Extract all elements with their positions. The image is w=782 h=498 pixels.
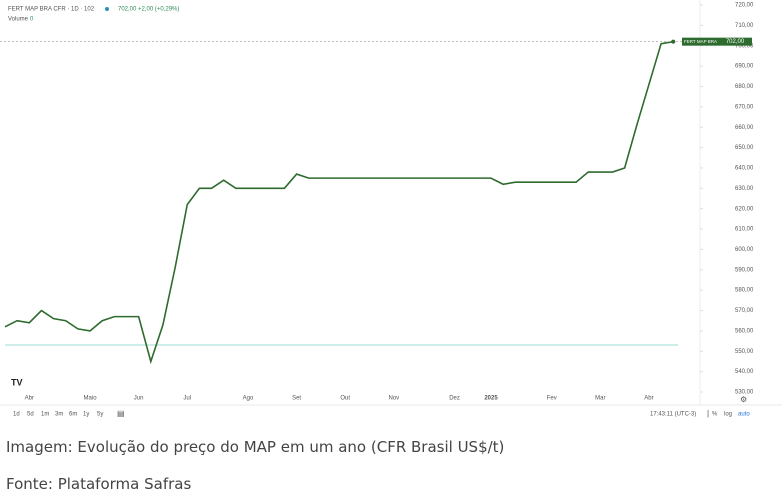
toolbar-log[interactable]: log xyxy=(724,412,732,418)
range-button[interactable]: 3m xyxy=(55,412,63,418)
toolbar-time: 17:43:11 (UTC-3) xyxy=(650,412,696,418)
range-button[interactable]: 5y xyxy=(97,412,103,418)
x-tick-label: Fev xyxy=(547,396,557,402)
x-tick-label: Abr xyxy=(25,396,34,402)
x-tick-label: Out xyxy=(340,396,350,402)
price-tag-name: FERT MAP BRA CFR xyxy=(684,39,728,44)
x-tick-label: Abr xyxy=(644,396,653,402)
x-tick-label: Nov xyxy=(388,396,399,402)
caption-source: Fonte: Plataforma Safras xyxy=(6,475,192,493)
range-button[interactable]: 1d xyxy=(13,412,20,418)
legend-dot xyxy=(105,7,109,11)
x-tick-label: Jun xyxy=(134,396,144,402)
range-button[interactable]: 1y xyxy=(83,412,89,418)
y-tick-label: 640,00 xyxy=(735,166,754,172)
legend-symbol: FERT MAP BRA CFR · 1D · 102 xyxy=(8,7,95,13)
legend-volume-value: 0 xyxy=(30,17,34,23)
y-tick-label: 650,00 xyxy=(735,145,754,151)
x-tick-label: Ago xyxy=(243,396,254,402)
y-tick-label: 590,00 xyxy=(735,267,754,273)
y-tick-label: 620,00 xyxy=(735,206,754,212)
toolbar-auto[interactable]: auto xyxy=(738,412,750,418)
settings-separator: | xyxy=(707,409,709,418)
y-tick-label: 630,00 xyxy=(735,186,754,192)
x-tick-label: Maio xyxy=(84,396,98,402)
y-tick-label: 530,00 xyxy=(735,390,754,396)
y-tick-label: 710,00 xyxy=(735,23,754,29)
x-tick-label: Set xyxy=(292,396,301,402)
legend-volume: Volume xyxy=(8,17,29,23)
x-tick-label: Jul xyxy=(183,396,191,402)
last-point xyxy=(671,39,676,44)
range-button[interactable]: 5d xyxy=(27,412,34,418)
y-tick-label: 570,00 xyxy=(735,308,754,314)
logo: TV xyxy=(11,377,23,387)
x-tick-label: 2025 xyxy=(484,396,498,402)
y-tick-label: 560,00 xyxy=(735,328,754,334)
settings-icon[interactable]: ⚙ xyxy=(740,395,747,404)
legend-quote: 702,00 +2,00 (+0,29%) xyxy=(118,7,179,13)
y-tick-label: 670,00 xyxy=(735,104,754,110)
y-tick-label: 550,00 xyxy=(735,349,754,355)
calendar-icon[interactable]: ▤ xyxy=(117,409,125,418)
y-tick-label: 610,00 xyxy=(735,227,754,233)
price-tag-label: 702,00 xyxy=(726,39,745,45)
y-tick-label: 680,00 xyxy=(735,84,754,90)
price-tag-name-bg xyxy=(682,37,718,46)
x-tick-label: Dez xyxy=(449,396,460,402)
x-tick-label: Mar xyxy=(595,396,605,402)
chart: FERT MAP BRA CFR · 1D · 102 702,00 +2,00… xyxy=(0,0,782,418)
y-tick-label: 720,00 xyxy=(735,3,754,9)
y-tick-label: 660,00 xyxy=(735,125,754,131)
caption-image: Imagem: Evolução do preço do MAP em um a… xyxy=(6,438,505,456)
y-tick-label: 700,00 xyxy=(735,43,754,49)
y-tick-label: 690,00 xyxy=(735,64,754,70)
range-button[interactable]: 1m xyxy=(41,412,49,418)
price-tag-bg xyxy=(718,37,752,46)
y-tick-label: 580,00 xyxy=(735,288,754,294)
range-button[interactable]: 6m xyxy=(69,412,77,418)
y-tick-label: 600,00 xyxy=(735,247,754,253)
toolbar-percent[interactable]: % xyxy=(712,412,718,418)
y-tick-label: 540,00 xyxy=(735,369,754,375)
series-line xyxy=(4,40,674,365)
